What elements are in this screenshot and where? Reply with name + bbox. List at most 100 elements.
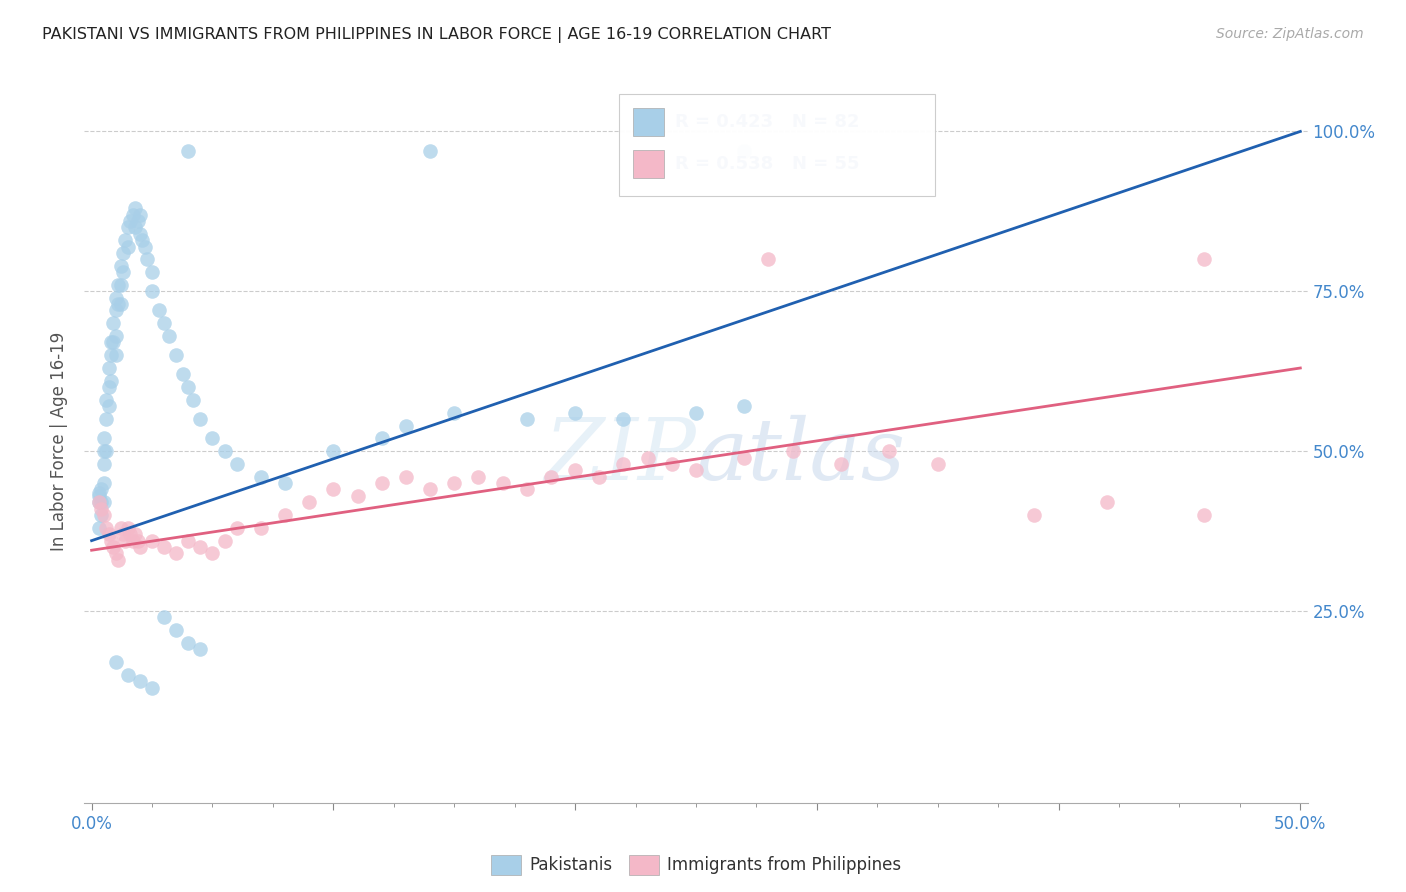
- Point: [110, 259, 132, 273]
- Point: [107, 553, 129, 567]
- Point: [107, 277, 129, 292]
- Point: [94, 412, 117, 426]
- Point: [1024, 508, 1046, 522]
- Point: [1095, 495, 1118, 509]
- Point: [93, 508, 115, 522]
- Point: [516, 412, 538, 426]
- Point: [114, 533, 136, 548]
- Point: [121, 533, 143, 548]
- Point: [134, 239, 156, 253]
- Point: [94, 521, 117, 535]
- Point: [685, 463, 707, 477]
- Point: [104, 291, 127, 305]
- Point: [540, 469, 562, 483]
- Point: [93, 495, 115, 509]
- Point: [87, 495, 110, 509]
- Point: [395, 418, 418, 433]
- Point: [90, 508, 112, 522]
- Point: [87, 489, 110, 503]
- Point: [758, 252, 780, 267]
- Point: [274, 476, 297, 491]
- Point: [124, 527, 146, 541]
- Point: [177, 144, 200, 158]
- Point: [129, 674, 152, 689]
- Point: [93, 444, 115, 458]
- Point: [127, 214, 149, 228]
- Point: [685, 406, 707, 420]
- Point: [129, 227, 152, 241]
- Point: [190, 412, 212, 426]
- Point: [612, 412, 634, 426]
- Point: [129, 208, 152, 222]
- Point: [661, 457, 683, 471]
- Point: [274, 508, 297, 522]
- Point: [117, 239, 139, 253]
- Point: [172, 368, 194, 382]
- Point: [225, 521, 247, 535]
- Text: Source: ZipAtlas.com: Source: ZipAtlas.com: [1216, 27, 1364, 41]
- Point: [90, 501, 112, 516]
- Point: [112, 527, 135, 541]
- Point: [782, 444, 804, 458]
- Point: [124, 220, 146, 235]
- Point: [214, 444, 236, 458]
- Point: [177, 533, 200, 548]
- Point: [157, 329, 180, 343]
- Point: [443, 476, 465, 491]
- Y-axis label: In Labor Force | Age 16-19: In Labor Force | Age 16-19: [51, 332, 69, 551]
- Point: [181, 392, 204, 407]
- Point: [346, 489, 368, 503]
- Point: [117, 521, 139, 535]
- Point: [110, 521, 132, 535]
- Point: [90, 495, 112, 509]
- Point: [491, 476, 513, 491]
- Point: [322, 444, 344, 458]
- Point: [104, 348, 127, 362]
- Point: [94, 392, 117, 407]
- Point: [127, 533, 149, 548]
- Point: [588, 469, 610, 483]
- Point: [131, 233, 153, 247]
- Point: [136, 252, 159, 267]
- Point: [165, 546, 187, 560]
- Point: [612, 457, 634, 471]
- Legend: Pakistanis, Immigrants from Philippines: Pakistanis, Immigrants from Philippines: [484, 848, 908, 881]
- Point: [733, 450, 755, 465]
- Point: [141, 533, 163, 548]
- Point: [100, 348, 122, 362]
- Point: [177, 636, 200, 650]
- Point: [250, 469, 273, 483]
- Point: [104, 303, 127, 318]
- Point: [201, 546, 224, 560]
- Point: [110, 277, 132, 292]
- Text: ZIP: ZIP: [544, 415, 696, 498]
- Point: [370, 476, 392, 491]
- Point: [419, 144, 441, 158]
- Point: [419, 483, 441, 497]
- Point: [87, 521, 110, 535]
- Point: [177, 380, 200, 394]
- Point: [90, 483, 112, 497]
- Point: [93, 431, 115, 445]
- Point: [114, 233, 136, 247]
- Point: [467, 469, 489, 483]
- Point: [190, 642, 212, 657]
- Point: [97, 527, 120, 541]
- Text: R = 0.423   N = 82: R = 0.423 N = 82: [675, 113, 859, 131]
- Point: [120, 214, 142, 228]
- Point: [93, 476, 115, 491]
- Point: [564, 406, 586, 420]
- Point: [395, 469, 418, 483]
- Point: [104, 655, 127, 669]
- Point: [322, 483, 344, 497]
- Point: [117, 220, 139, 235]
- Point: [370, 431, 392, 445]
- Point: [1192, 508, 1215, 522]
- Point: [97, 380, 120, 394]
- Point: [201, 431, 224, 445]
- Point: [190, 540, 212, 554]
- Point: [121, 208, 143, 222]
- Point: [214, 533, 236, 548]
- Point: [141, 285, 163, 299]
- Point: [103, 540, 125, 554]
